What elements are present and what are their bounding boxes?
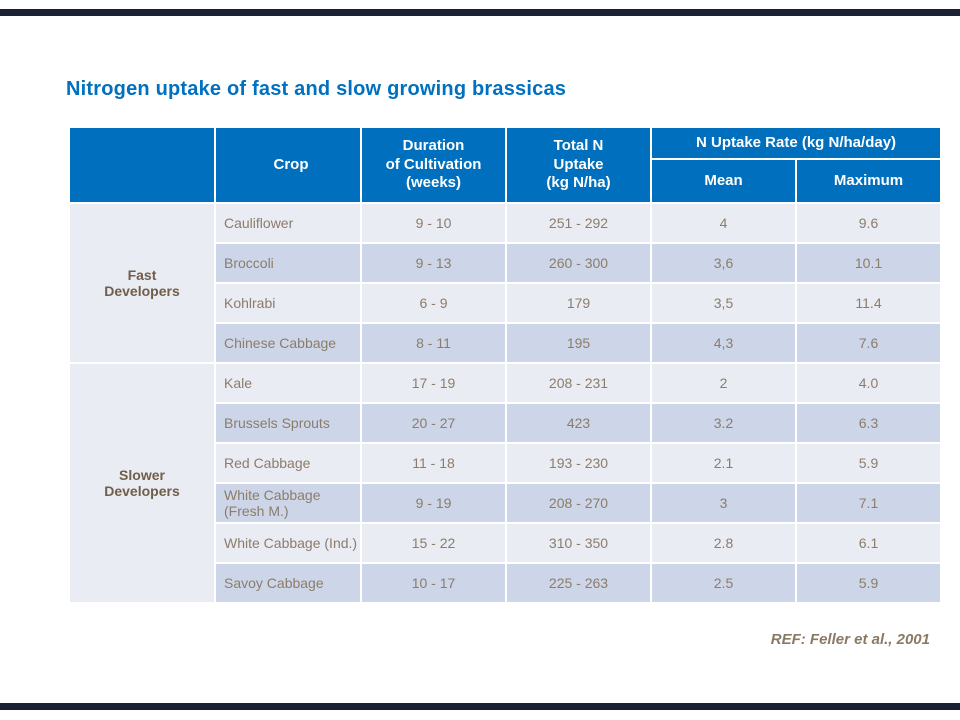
crop-cell: Red Cabbage [216, 444, 360, 482]
maximum-cell: 9.6 [797, 204, 941, 242]
total-n-cell: 225 - 263 [507, 564, 650, 602]
crop-cell: Brussels Sprouts [216, 404, 360, 442]
duration-cell: 9 - 10 [362, 204, 505, 242]
mean-cell: 3,6 [652, 244, 795, 282]
reference-text: REF: Feller et al., 2001 [770, 631, 930, 648]
maximum-cell: 4.0 [797, 364, 941, 402]
table-row: Fast Developers Cauliflower 9 - 10 251 - 29… [70, 204, 941, 362]
duration-cell: 11 - 18 [362, 444, 505, 482]
total-n-cell: 260 - 300 [507, 244, 650, 282]
table-row: Broccoli 9 - 13 260 - 300 3,6 10.1 [70, 244, 941, 282]
header-maximum: Maximum [797, 160, 941, 202]
table-row: Slower Developers Kale 17 - 19 208 - 231 2 4.… [70, 364, 941, 602]
total-n-cell: 193 - 230 [507, 444, 650, 482]
total-n-cell: 423 [507, 404, 650, 442]
crop-cell: Broccoli [216, 244, 360, 282]
mean-cell: 3.2 [652, 404, 795, 442]
header-mean: Mean [652, 160, 795, 202]
empty-header-cell [70, 128, 214, 202]
mean-cell: 4,3 [652, 324, 795, 362]
bottom-rule-bar [0, 703, 960, 710]
total-n-cell: 208 - 231 [507, 364, 650, 402]
mean-cell: 3,5 [652, 284, 795, 322]
crop-cell: Cauliflower [216, 204, 360, 242]
maximum-cell: 5.9 [797, 564, 941, 602]
nitrogen-uptake-table: Crop Duration of Cultivation (weeks) Tot… [68, 126, 942, 604]
header-crop: Crop [216, 128, 360, 202]
total-n-cell: 251 - 292 [507, 204, 650, 242]
mean-cell: 4 [652, 204, 795, 242]
slide-title: Nitrogen uptake of fast and slow growing… [66, 78, 567, 100]
header-duration: Duration of Cultivation (weeks) [362, 128, 505, 202]
total-n-cell: 195 [507, 324, 650, 362]
crop-cell: White Cabbage (Ind.) [216, 524, 360, 562]
table-row: White Cabbage (Ind.) 15 - 22 310 - 350 2.8 6… [70, 524, 941, 562]
top-rule-bar [0, 9, 960, 16]
duration-cell: 8 - 11 [362, 324, 505, 362]
duration-cell: 6 - 9 [362, 284, 505, 322]
table-row: Red Cabbage 11 - 18 193 - 230 2.1 5.9 [70, 444, 941, 482]
table-row: White Cabbage (Fresh M.) 9 - 19 208 - 270 3… [70, 484, 941, 522]
group-label: Slower Developers [70, 364, 214, 602]
total-n-cell: 208 - 270 [507, 484, 650, 522]
table-row: Brussels Sprouts 20 - 27 423 3.2 6.3 [70, 404, 941, 442]
mean-cell: 2.1 [652, 444, 795, 482]
maximum-cell: 11.4 [797, 284, 941, 322]
table-row: Chinese Cabbage 8 - 11 195 4,3 7.6 [70, 324, 941, 362]
duration-cell: 9 - 13 [362, 244, 505, 282]
crop-cell: Chinese Cabbage [216, 324, 360, 362]
table-row: Kohlrabi 6 - 9 179 3,5 11.4 [70, 284, 941, 322]
duration-cell: 17 - 19 [362, 364, 505, 402]
mean-cell: 2 [652, 364, 795, 402]
duration-cell: 10 - 17 [362, 564, 505, 602]
mean-cell: 2.8 [652, 524, 795, 562]
crop-cell: Kohlrabi [216, 284, 360, 322]
total-n-cell: 179 [507, 284, 650, 322]
group-label: Fast Developers [70, 204, 214, 362]
mean-cell: 2.5 [652, 564, 795, 602]
duration-cell: 20 - 27 [362, 404, 505, 442]
duration-cell: 15 - 22 [362, 524, 505, 562]
total-n-cell: 310 - 350 [507, 524, 650, 562]
maximum-cell: 10.1 [797, 244, 941, 282]
header-uptake-rate: N Uptake Rate (kg N/ha/day) [652, 128, 941, 158]
header-total-n: Total N Uptake (kg N/ha) [507, 128, 650, 202]
maximum-cell: 6.1 [797, 524, 941, 562]
maximum-cell: 7.6 [797, 324, 941, 362]
crop-cell: Kale [216, 364, 360, 402]
mean-cell: 3 [652, 484, 795, 522]
maximum-cell: 7.1 [797, 484, 941, 522]
crop-cell: Savoy Cabbage [216, 564, 360, 602]
table-row: Savoy Cabbage 10 - 17 225 - 263 2.5 5.9 [70, 564, 941, 602]
crop-cell: White Cabbage (Fresh M.) [216, 484, 360, 522]
maximum-cell: 6.3 [797, 404, 941, 442]
duration-cell: 9 - 19 [362, 484, 505, 522]
maximum-cell: 5.9 [797, 444, 941, 482]
